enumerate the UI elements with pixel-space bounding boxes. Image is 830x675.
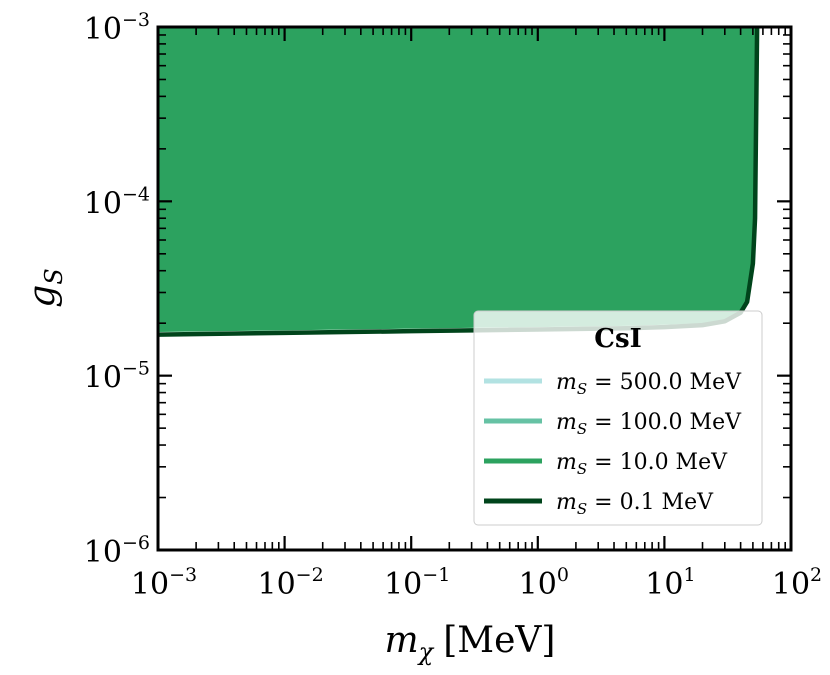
x-tick-label: 100 bbox=[519, 564, 569, 602]
x-tick-label: 102 bbox=[772, 564, 822, 602]
x-tick-label: 101 bbox=[645, 564, 695, 602]
y-tick-label: 10−6 bbox=[84, 532, 150, 570]
x-tick-label: 10−1 bbox=[384, 564, 450, 602]
x-tick-label: 10−3 bbox=[131, 564, 197, 602]
legend-box bbox=[473, 310, 763, 526]
legend-label-3: mS = 0.1 MeV bbox=[556, 490, 714, 518]
x-axis-label-sub: χ bbox=[417, 638, 435, 666]
y-tick-label: 10−5 bbox=[84, 358, 150, 396]
y-axis-label-sub: S bbox=[40, 268, 68, 284]
legend: CsI mS = 500.0 MeV mS = 100.0 MeV mS = 10.… bbox=[473, 310, 763, 526]
series-layer bbox=[158, 27, 760, 337]
y-axis-label-main: g bbox=[22, 285, 63, 308]
y-tick-label: 10−4 bbox=[84, 183, 150, 221]
x-tick-label: 10−2 bbox=[257, 564, 323, 602]
y-tick-label: 10−3 bbox=[84, 9, 150, 47]
x-axis-label-main: m bbox=[385, 620, 419, 661]
tick-labels-layer: 10−3 10−2 10−1 100 101 102 10−6 10−5 10−4 10−3 bbox=[84, 9, 822, 602]
legend-title: CsI bbox=[594, 324, 642, 354]
plot-frame bbox=[156, 25, 793, 552]
series-area-2 bbox=[158, 27, 758, 333]
legend-label-1: mS = 100.0 MeV bbox=[556, 410, 742, 438]
x-axis-label: mχ [MeV] bbox=[385, 620, 556, 666]
legend-entries: mS = 500.0 MeV mS = 100.0 MeV mS = 10.0 Me… bbox=[484, 370, 742, 518]
legend-label-0: mS = 500.0 MeV bbox=[556, 370, 742, 398]
y-axis-label: gS bbox=[22, 268, 68, 308]
x-axis-label-unit: [MeV] bbox=[443, 620, 555, 661]
legend-label-2: mS = 10.0 MeV bbox=[556, 450, 728, 478]
